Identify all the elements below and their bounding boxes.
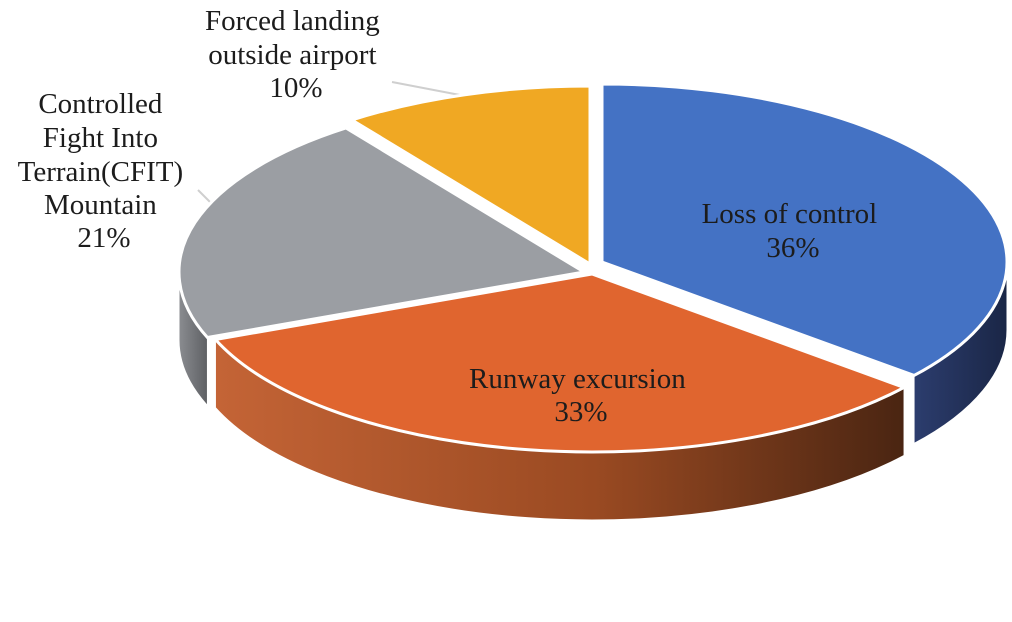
slice-label-cfit: Controlled Fight Into Terrain(CFIT) Moun… — [18, 88, 191, 254]
slice-label-forced-landing: Forced landing outside airport 10% — [205, 5, 387, 104]
